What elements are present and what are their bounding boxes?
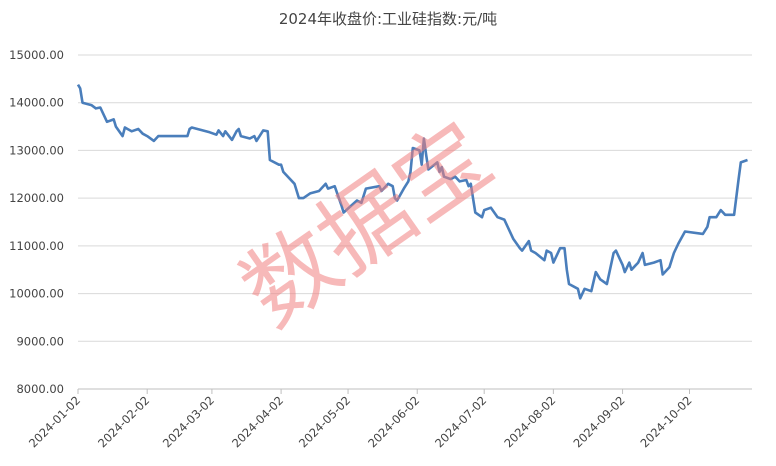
x-tick-label: 2024-06-02 xyxy=(365,393,422,450)
y-tick-label: 10000.00 xyxy=(9,287,64,301)
y-tick-label: 12000.00 xyxy=(9,191,64,205)
y-tick-label: 11000.00 xyxy=(9,239,64,253)
x-tick-label: 2024-07-02 xyxy=(432,393,489,450)
x-tick-label: 2024-08-02 xyxy=(501,393,558,450)
x-tick-label: 2024-03-02 xyxy=(160,393,217,450)
x-tick-label: 2024-02-02 xyxy=(95,393,152,450)
chart-title: 2024年收盘价:工业硅指数:元/吨 xyxy=(279,10,497,28)
x-tick-label: 2024-05-02 xyxy=(296,393,353,450)
y-tick-label: 13000.00 xyxy=(9,143,64,157)
x-tick-label: 2024-01-02 xyxy=(26,393,83,450)
y-tick-label: 14000.00 xyxy=(9,96,64,110)
x-tick-label: 2024-09-02 xyxy=(571,393,628,450)
y-tick-label: 8000.00 xyxy=(16,382,64,396)
y-tick-label: 15000.00 xyxy=(9,48,64,62)
y-tick-label: 9000.00 xyxy=(16,334,64,348)
x-tick-label: 2024-04-02 xyxy=(229,393,286,450)
watermark: 数据宝 xyxy=(223,101,510,347)
price-line xyxy=(76,83,748,300)
x-tick-label: 2024-10-02 xyxy=(637,393,694,450)
